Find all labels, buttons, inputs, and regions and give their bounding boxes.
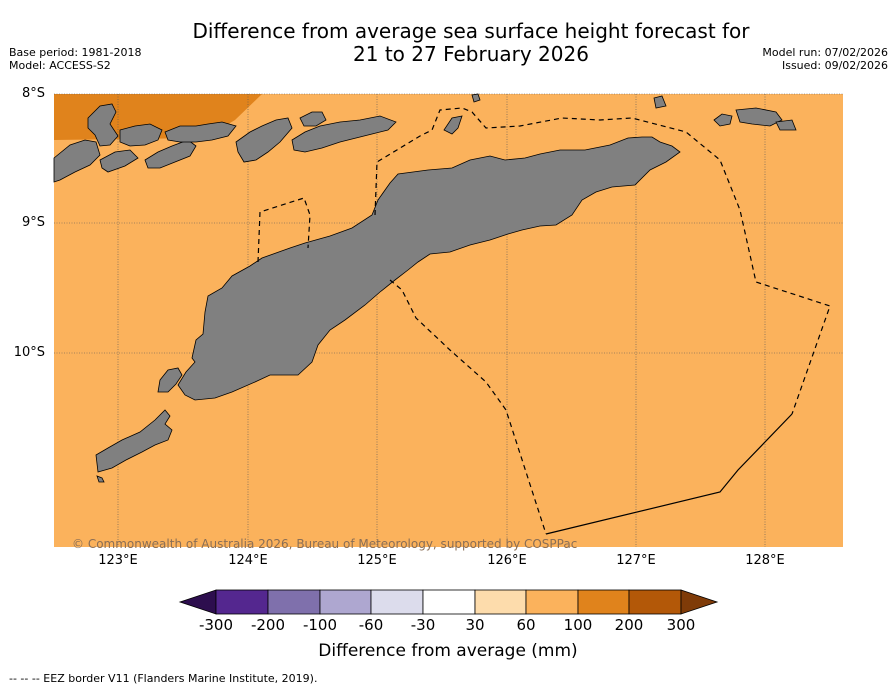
damar-island xyxy=(713,113,733,127)
model-name: Model: ACCESS-S2 xyxy=(9,59,111,72)
lat-label-8s: 8°S xyxy=(21,86,45,101)
colorbar-tick: 30 xyxy=(465,616,485,634)
graticule xyxy=(54,93,843,547)
eez-border xyxy=(257,107,831,535)
colorbar-bin-7 xyxy=(525,589,579,615)
colorbar-bin-6 xyxy=(474,589,527,615)
title-line-1: Difference from average sea surface heig… xyxy=(192,19,750,43)
colorbar-tick: -100 xyxy=(302,616,338,634)
colorbar-bin-3 xyxy=(319,589,372,615)
map-title: Difference from average sea surface heig… xyxy=(0,20,896,66)
lembata-island xyxy=(87,103,119,147)
solor-island xyxy=(99,149,139,173)
colorbar-tick: -200 xyxy=(250,616,286,634)
colorbar-bin-8 xyxy=(577,589,630,615)
alor-island xyxy=(164,121,237,143)
colorbar-tick: 100 xyxy=(563,616,593,634)
colorbar-tick: 200 xyxy=(614,616,644,634)
colorbar xyxy=(178,589,719,615)
leti-island xyxy=(735,107,783,127)
meta-left: Base period: 1981-2018 Model: ACCESS-S2 xyxy=(9,46,141,72)
ndao-island xyxy=(96,475,105,483)
lon-label-126e: 126°E xyxy=(487,553,527,568)
kisar-island xyxy=(471,93,481,103)
colorbar-tick: -60 xyxy=(358,616,384,634)
moa-island xyxy=(775,119,797,131)
colorbar-low-extend xyxy=(178,589,217,615)
lat-label-10s: 10°S xyxy=(13,345,45,360)
liran-island xyxy=(299,111,327,127)
colorbar-tick: 300 xyxy=(666,616,696,634)
colorbar-label: Difference from average (mm) xyxy=(318,641,578,661)
lon-label-125e: 125°E xyxy=(357,553,397,568)
pantar-island xyxy=(144,139,197,169)
meta-right: Model run: 07/02/2026 Issued: 09/02/2026 xyxy=(762,46,888,72)
lon-label-124e: 124°E xyxy=(228,553,268,568)
lon-label-123e: 123°E xyxy=(98,553,138,568)
rote-island xyxy=(95,409,173,473)
land xyxy=(53,93,797,483)
issued-date: Issued: 09/02/2026 xyxy=(781,59,888,72)
colorbar-bin-5 xyxy=(422,589,476,615)
colorbar-tick: 60 xyxy=(516,616,536,634)
eez-footnote: -- -- -- EEZ border V11 (Flanders Marine… xyxy=(9,672,318,685)
wetar-west-island xyxy=(235,117,293,163)
title-line-2: 21 to 27 February 2026 xyxy=(353,42,589,66)
model-run: Model run: 07/02/2026 xyxy=(762,46,888,59)
lat-label-9s: 9°S xyxy=(21,215,45,230)
timor-island xyxy=(177,136,681,401)
semau-island xyxy=(157,367,183,393)
colorbar-tick: -30 xyxy=(410,616,436,634)
lon-label-128e: 128°E xyxy=(745,553,785,568)
base-period: Base period: 1981-2018 xyxy=(9,46,142,59)
flores-east xyxy=(53,139,101,183)
colorbar-tick: -300 xyxy=(198,616,234,634)
colorbar-high-extend xyxy=(680,589,719,615)
colorbar-bin-2 xyxy=(267,589,321,615)
atauro-island xyxy=(443,115,463,135)
lon-label-127e: 127°E xyxy=(616,553,656,568)
wetar-island xyxy=(291,115,397,153)
romang-island xyxy=(653,95,667,109)
adonara-island xyxy=(119,123,163,147)
colorbar-bin-9 xyxy=(628,589,682,615)
colorbar-bin-1 xyxy=(215,589,269,615)
copyright-notice: © Commonwealth of Australia 2026, Bureau… xyxy=(72,537,578,551)
colorbar-bin-4 xyxy=(370,589,424,615)
